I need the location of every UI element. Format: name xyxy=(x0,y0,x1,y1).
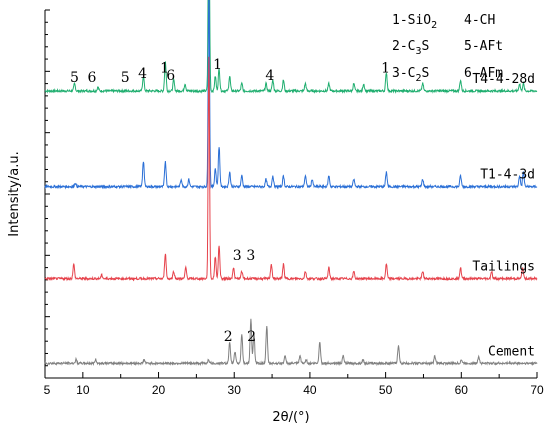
x-tick-label: 70 xyxy=(530,383,544,397)
peak-label: 4 xyxy=(265,68,274,84)
series-label: Cement xyxy=(488,344,535,359)
y-axis-title: Intensity/a.u. xyxy=(7,151,22,236)
series-layer xyxy=(44,0,538,367)
legend-item: 2-C3S xyxy=(392,39,429,57)
series-line-cement xyxy=(44,318,538,367)
peak-label: 6 xyxy=(87,70,96,86)
legend-item: 1-SiO2 xyxy=(392,13,437,31)
peak-label: 3 xyxy=(246,248,255,264)
peak-labels: 56541611413322 xyxy=(70,57,390,345)
peak-label: 2 xyxy=(247,329,256,345)
peak-label: 5 xyxy=(121,70,130,86)
legend-item: 5-AFt xyxy=(464,39,503,54)
peak-label: 1 xyxy=(213,57,222,73)
peak-label: 4 xyxy=(138,66,147,82)
legend-item: 3-C2S xyxy=(392,66,429,84)
x-tick-label: 5 xyxy=(44,383,51,397)
peak-label: 5 xyxy=(70,70,79,86)
peak-label: 3 xyxy=(233,248,242,264)
legend: 1-SiO2 2-C3S 3-C2S 4-CH 5-AFt 6-AFm xyxy=(392,13,503,84)
x-tick-label: 40 xyxy=(303,383,317,397)
x-tick-label: 10 xyxy=(76,383,90,397)
series-line-tailings xyxy=(44,56,538,282)
x-tick-label: 60 xyxy=(455,383,469,397)
legend-item: 4-CH xyxy=(464,13,495,28)
series-line-t4-4-28d xyxy=(44,0,538,94)
peak-label: 6 xyxy=(166,68,175,84)
peak-label: 1 xyxy=(381,61,390,77)
series-labels: T4-4-28d T1-4-3d Tailings Cement xyxy=(472,72,535,359)
x-ticks: 10 20 30 40 50 60 70 5 xyxy=(44,9,544,397)
legend-item: 6-AFm xyxy=(464,66,503,81)
peak-label: 1 xyxy=(160,61,169,77)
x-tick-label: 30 xyxy=(228,383,242,397)
x-tick-label: 50 xyxy=(379,383,393,397)
series-label: T1-4-3d xyxy=(480,168,535,183)
x-tick-label: 20 xyxy=(152,383,166,397)
series-label: Tailings xyxy=(472,260,535,275)
series-line-t1-4-3d xyxy=(44,0,538,190)
x-axis-title: 2θ/(°) xyxy=(272,410,309,425)
peak-label: 2 xyxy=(224,329,233,345)
series-label: T4-4-28d xyxy=(472,72,535,87)
